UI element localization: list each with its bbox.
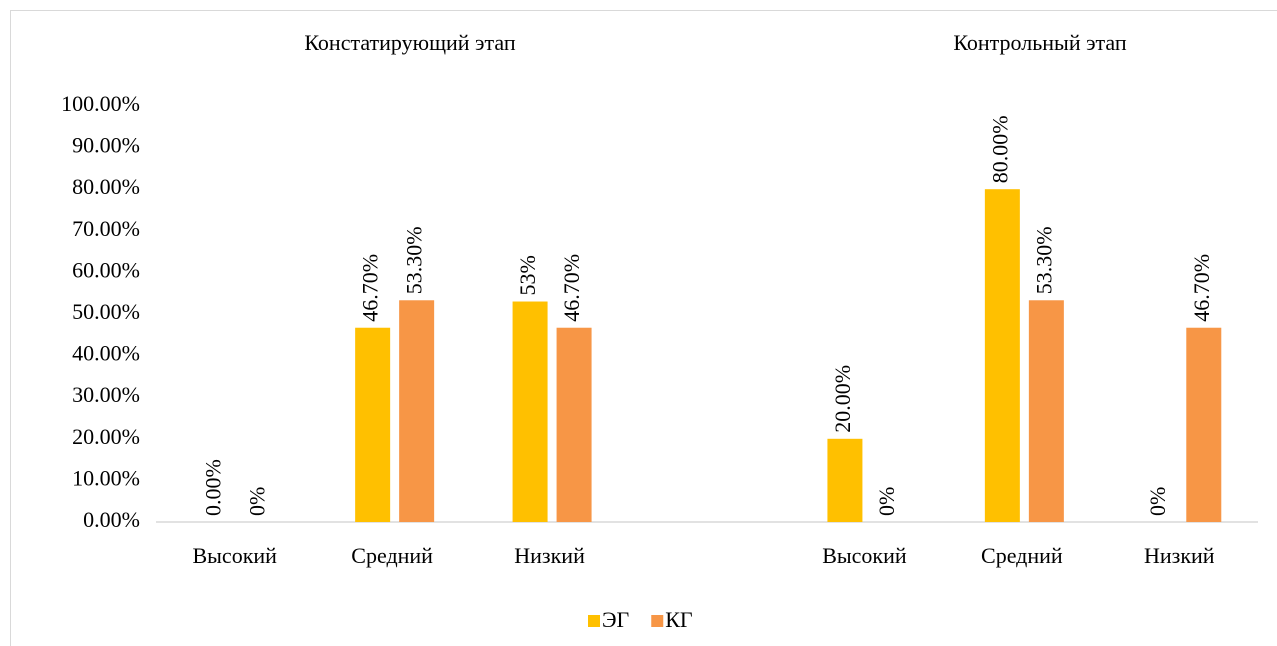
y-tick-label: 10.00% [72, 465, 140, 490]
bar [355, 327, 391, 522]
data-label: 53% [515, 255, 540, 295]
data-label: 0% [244, 487, 269, 516]
data-label: 0.00% [200, 459, 225, 516]
bar [984, 189, 1020, 522]
x-tick-label: Низкий [1144, 543, 1215, 568]
data-label: 53.30% [402, 226, 427, 294]
x-tick-label: Средний [351, 543, 433, 568]
legend-swatch [588, 615, 600, 627]
data-label: 80.00% [987, 115, 1012, 183]
y-tick-label: 100.00% [61, 91, 140, 116]
data-label: 46.70% [1189, 254, 1214, 322]
bar [1186, 327, 1222, 522]
data-label: 20.00% [830, 365, 855, 433]
data-label: 46.70% [559, 254, 584, 322]
legend-label: КГ [665, 607, 693, 632]
y-tick-label: 40.00% [72, 341, 140, 366]
y-tick-label: 20.00% [72, 424, 140, 449]
bar [827, 438, 863, 522]
bar [1028, 300, 1064, 522]
legend-swatch [651, 615, 664, 627]
chart-border [10, 10, 1277, 646]
data-label: 0% [1145, 487, 1170, 516]
x-tick-label: Высокий [822, 543, 907, 568]
x-tick-label: Средний [981, 543, 1063, 568]
y-tick-label: 50.00% [72, 299, 140, 324]
y-tick-label: 60.00% [72, 257, 140, 282]
data-label: 0% [874, 487, 899, 516]
x-tick-label: Высокий [192, 543, 277, 568]
data-label: 53.30% [1031, 226, 1056, 294]
y-tick-label: 80.00% [72, 174, 140, 199]
group-title: Констатирующий этап [304, 30, 516, 55]
x-tick-label: Низкий [514, 543, 585, 568]
y-tick-label: 30.00% [72, 382, 140, 407]
y-tick-label: 70.00% [72, 216, 140, 241]
y-tick-label: 0.00% [83, 507, 140, 532]
bar [512, 301, 548, 522]
bar [556, 327, 592, 522]
data-label: 46.70% [358, 254, 383, 322]
group-title: Контрольный этап [953, 30, 1127, 55]
legend-label: ЭГ [602, 607, 630, 632]
bar [399, 300, 435, 522]
y-tick-label: 90.00% [72, 133, 140, 158]
